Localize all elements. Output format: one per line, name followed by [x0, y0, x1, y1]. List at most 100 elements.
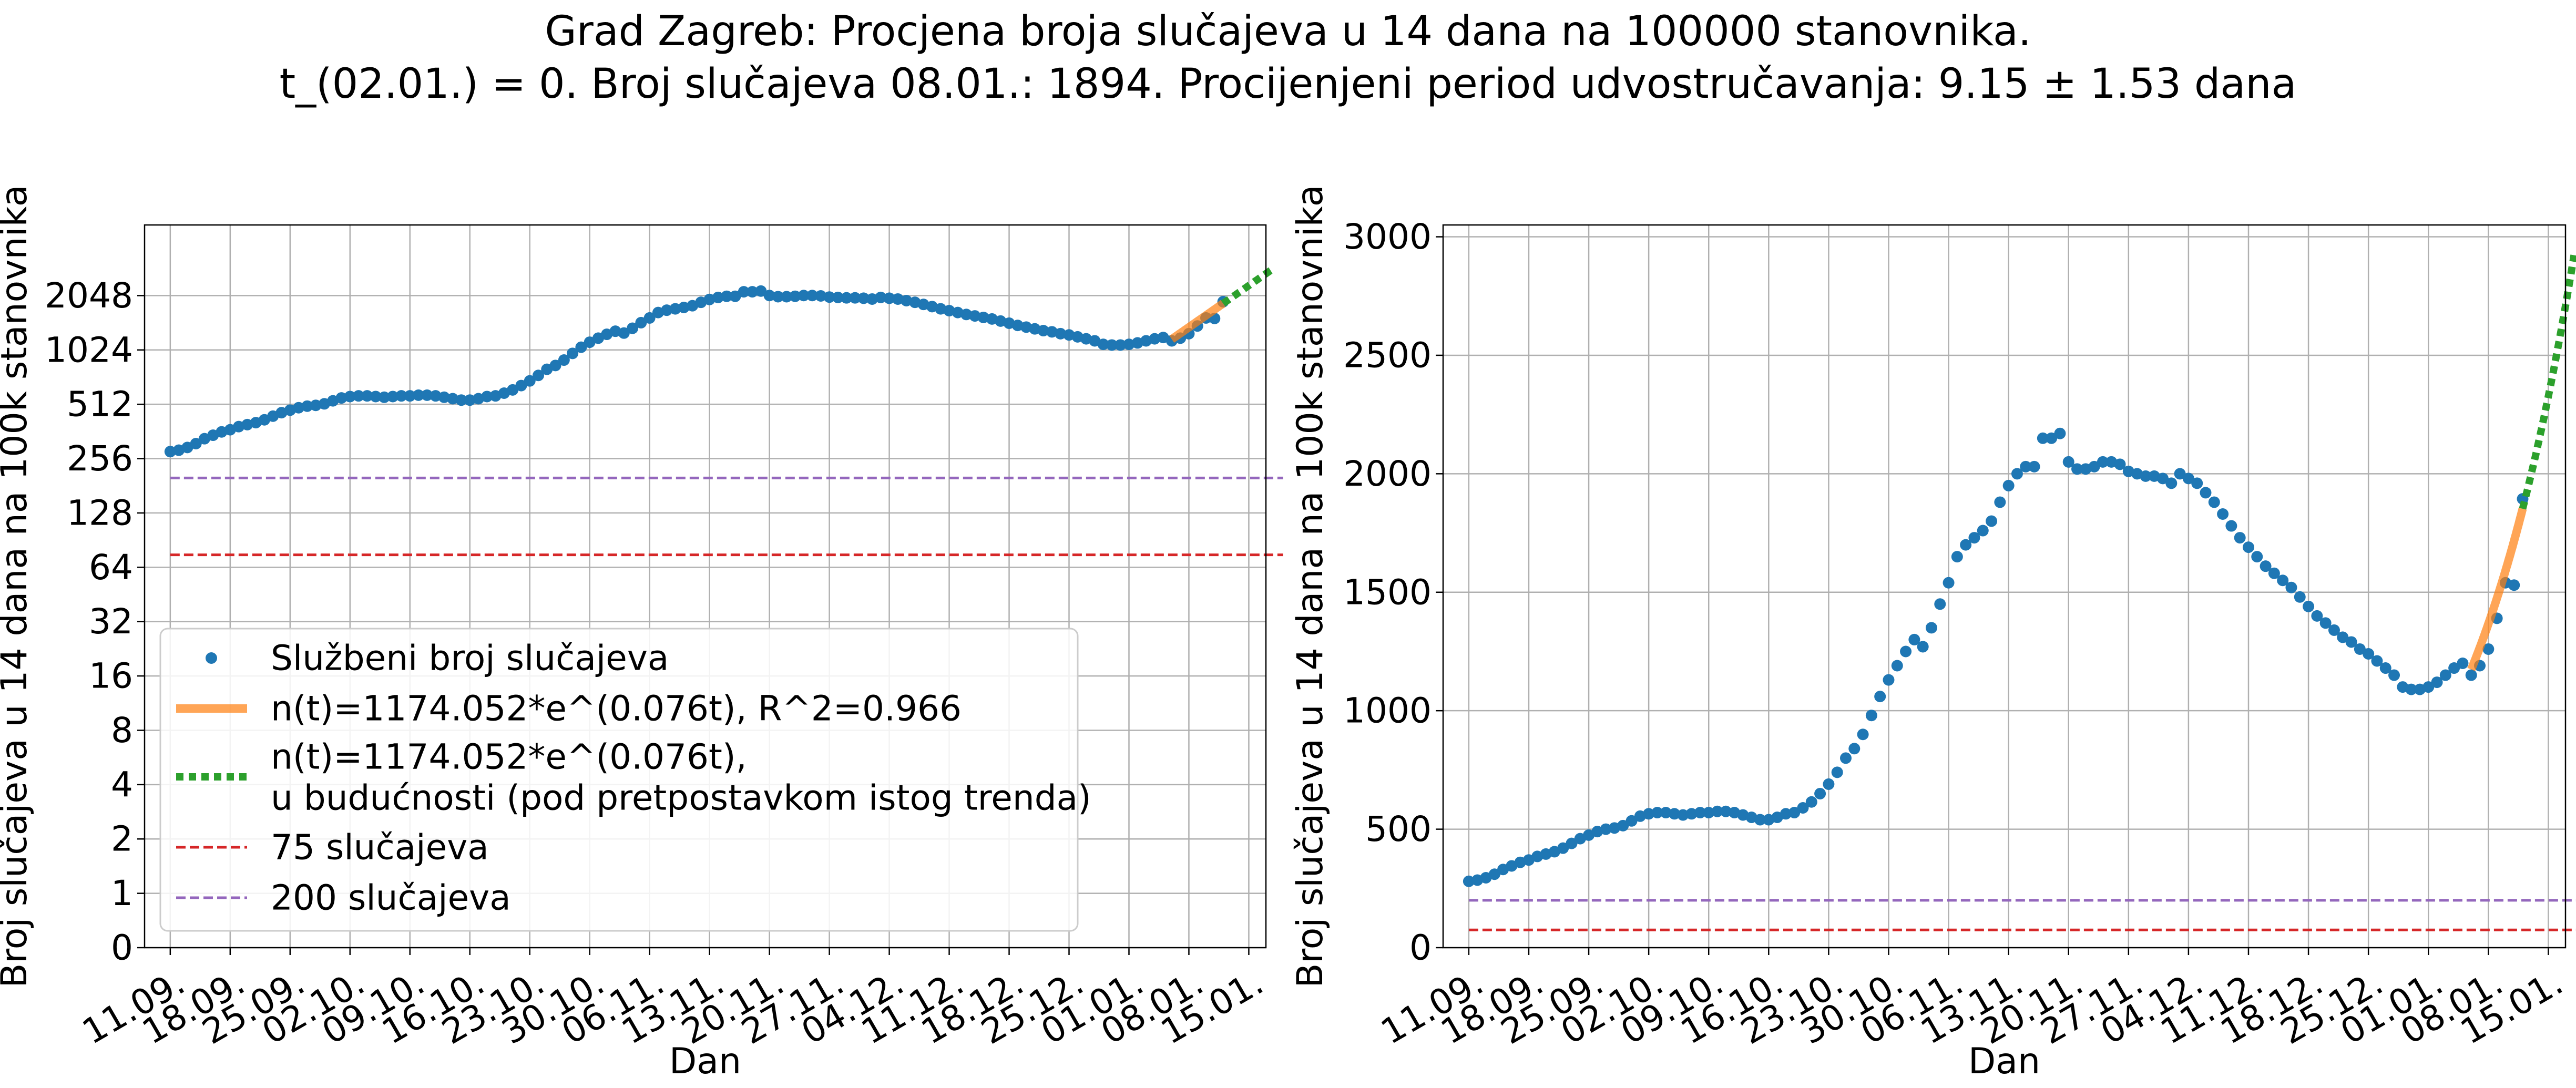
data-point [1626, 815, 1638, 827]
data-point [2225, 520, 2237, 532]
data-point [2448, 662, 2460, 674]
data-point [2277, 574, 2289, 587]
data-point [438, 391, 450, 403]
data-point [2242, 541, 2254, 553]
data-point [2465, 669, 2477, 681]
data-point [1643, 808, 1655, 820]
data-point [2037, 432, 2049, 444]
data-point [2174, 468, 2186, 480]
legend-label-forecast-line2: u budućnosti (pod pretpostavkom istog tr… [271, 778, 1091, 818]
data-point [1780, 808, 1792, 820]
y-tick-label: 1000 [1343, 691, 1432, 731]
data-point [901, 295, 913, 307]
official-cases-series [164, 285, 1229, 458]
legend-label-75: 75 slučajeva [271, 827, 489, 868]
data-point [2217, 508, 2229, 520]
legend-box [159, 628, 1079, 932]
data-point [2457, 658, 2469, 670]
x-axis-label: Dan [669, 1041, 741, 1082]
data-point [2071, 463, 2083, 475]
data-point [1857, 728, 1869, 741]
legend: Službeni broj slučajeva n(t)=1174.052*e^(… [159, 628, 1091, 932]
y-tick-label: 0 [111, 928, 133, 968]
data-point [618, 327, 630, 339]
data-point [1943, 577, 1955, 589]
data-point [977, 311, 989, 323]
data-point [1788, 807, 1801, 819]
data-point [2311, 610, 2323, 622]
data-point [849, 292, 861, 304]
data-point [1891, 660, 1903, 672]
data-point [755, 285, 767, 297]
data-point [335, 392, 347, 404]
data-point [190, 438, 202, 450]
data-point [2303, 600, 2315, 612]
data-point [1883, 674, 1895, 686]
data-point [2208, 496, 2220, 508]
legend-label-fit: n(t)=1174.052*e^(0.076t), R^2=0.966 [271, 689, 962, 729]
data-point [2165, 477, 2178, 489]
data-point [2020, 460, 2032, 473]
data-point [507, 384, 519, 396]
data-point [729, 290, 741, 302]
legend-label-official: Službeni broj slučajeva [271, 638, 669, 679]
data-point [2345, 636, 2357, 648]
data-point [669, 303, 681, 315]
data-point [1805, 796, 1817, 808]
data-point [789, 290, 801, 302]
data-point [464, 394, 476, 406]
data-point [661, 304, 673, 316]
data-point [584, 336, 596, 348]
data-point [960, 309, 973, 321]
data-point [2294, 591, 2306, 603]
data-point [481, 391, 493, 403]
data-point [738, 286, 750, 298]
y-tick-label: 1500 [1343, 572, 1432, 612]
data-point [1055, 327, 1067, 340]
data-point [1149, 333, 1161, 345]
data-point [2379, 662, 2391, 674]
y-axis-label: Broj slučajeva u 14 dana na 100k stanovn… [0, 185, 35, 988]
data-point [1694, 807, 1706, 819]
data-point [2182, 473, 2194, 485]
data-point [1917, 641, 1929, 653]
data-point [2046, 432, 2058, 444]
official-cases-series [1463, 427, 2529, 887]
data-point [1754, 814, 1766, 826]
data-point [387, 391, 399, 403]
data-point [1600, 823, 1612, 835]
data-point [892, 293, 904, 305]
data-point [1839, 752, 1852, 764]
data-point [747, 286, 759, 298]
data-point [832, 291, 844, 303]
data-point [2439, 669, 2451, 681]
data-point [1488, 868, 1500, 880]
data-point [2482, 643, 2495, 655]
data-point [378, 391, 390, 403]
y-tick-label: 1 [111, 873, 133, 913]
right-chart-linear-scale: 11.09.18.09.25.09.02.10.09.10.16.10.23.1… [1290, 185, 2576, 1082]
data-point [524, 375, 536, 387]
data-point [1823, 778, 1835, 790]
data-point [2062, 456, 2074, 468]
data-point [883, 292, 895, 304]
y-axis: 0 1 2 4 8 16 32 64 128 256 512 1024 2048 Broj slučaje… [0, 185, 145, 988]
data-point [1797, 802, 1809, 814]
y-tick-label: 0 [1409, 928, 1432, 968]
data-point [772, 291, 784, 303]
data-point [823, 291, 835, 303]
data-point [1925, 622, 1937, 634]
data-point [2140, 470, 2152, 482]
data-point [567, 347, 579, 360]
data-point [969, 310, 981, 322]
data-point [2508, 579, 2520, 591]
data-point [2097, 456, 2109, 468]
data-point [1960, 539, 1972, 551]
data-point [1677, 809, 1689, 821]
data-point [2337, 631, 2349, 643]
data-point [1685, 808, 1698, 820]
data-point [627, 322, 639, 334]
data-point [1908, 633, 1920, 645]
data-point [781, 291, 793, 303]
data-point [1900, 645, 1912, 658]
